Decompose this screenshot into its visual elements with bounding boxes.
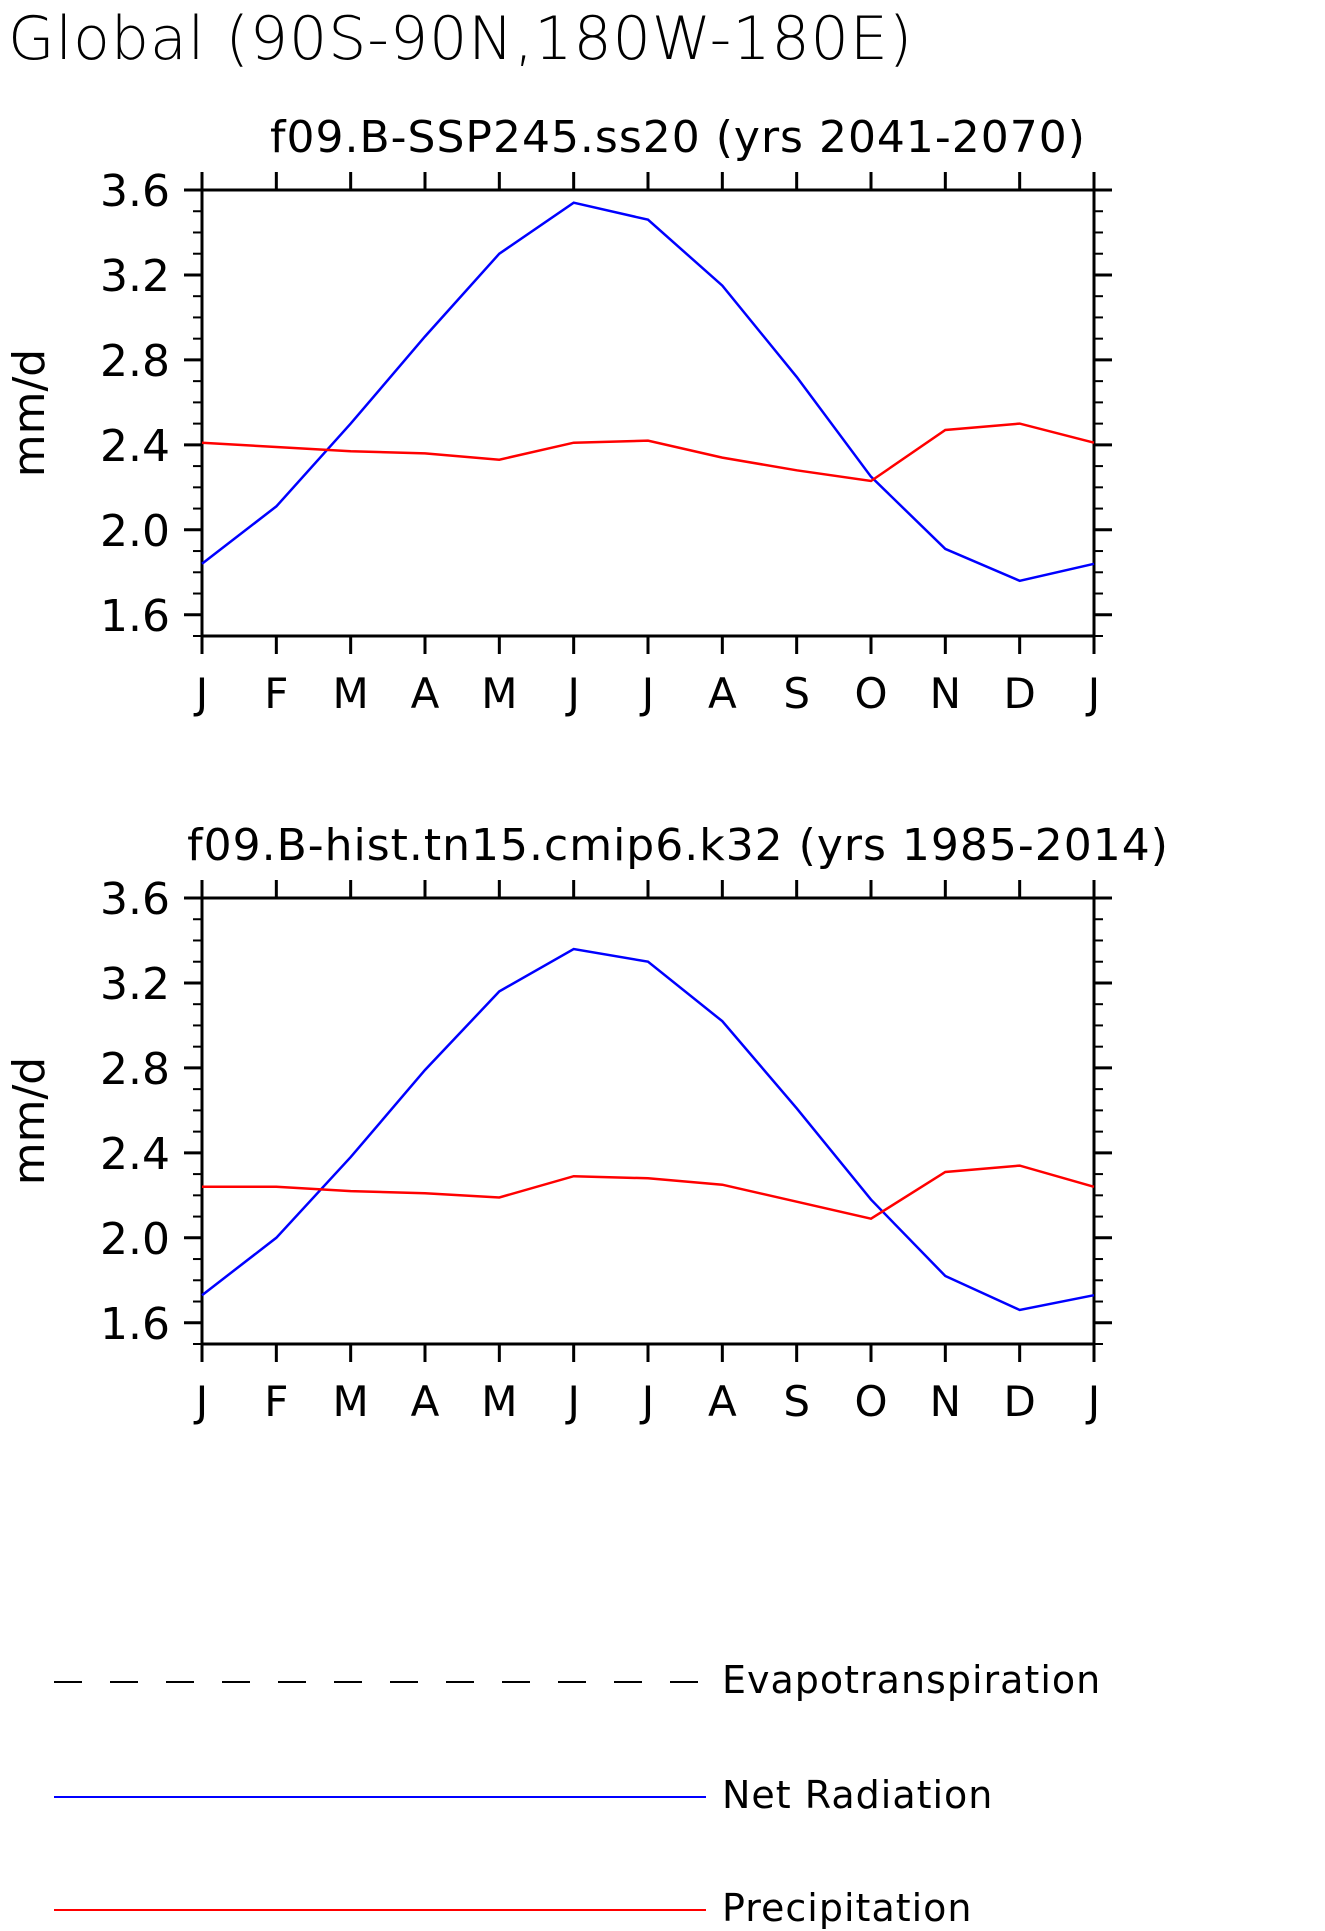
chart1-ylabel: mm/d	[4, 349, 55, 477]
chart1-ytick-label: 2.0	[100, 506, 170, 557]
chart1-xtick-label: N	[930, 669, 961, 718]
chart2-ylabel: mm/d	[4, 1057, 55, 1185]
chart1-frame	[200, 188, 1096, 638]
chart2-xtick-label: O	[854, 1377, 887, 1426]
chart2-xtick-label: J	[193, 1377, 208, 1426]
chart2-title: f09.B-hist.tn15.cmip6.k32 (yrs 1985-2014…	[187, 820, 1169, 871]
legend-label-evapotranspiration: Evapotranspiration	[722, 1658, 1102, 1702]
chart1-xtick-label: A	[411, 669, 440, 718]
chart2-ytick-label: 2.0	[100, 1214, 170, 1265]
chart2-xtick-label: M	[481, 1377, 517, 1426]
legend-label-precipitation: Precipitation	[722, 1886, 973, 1930]
chart1-ytick-label: 2.8	[100, 336, 170, 387]
chart1-xtick-label: F	[264, 669, 288, 718]
chart2-series-precipitation	[202, 1164, 1095, 1221]
chart1-ytick-label: 2.4	[100, 421, 170, 472]
chart2-xtick-label: J	[639, 1377, 654, 1426]
legend-label-net-radiation: Net Radiation	[722, 1773, 994, 1817]
chart2-xtick-label: M	[333, 1377, 369, 1426]
chart1-series-net-radiation	[201, 201, 1095, 583]
page-title: Global (90S-90N,180W-180E)	[8, 4, 914, 74]
chart1-xtick-label: D	[1003, 669, 1035, 718]
chart2-ytick-label: 2.8	[100, 1044, 170, 1095]
chart1-xtick-label: J	[564, 669, 579, 718]
chart2-ytick-label: 3.6	[100, 874, 170, 925]
chart1-xtick-label: M	[333, 669, 369, 718]
chart2-ytick-label: 3.2	[100, 959, 170, 1010]
chart1-xtick-label: A	[708, 669, 737, 718]
chart1-xtick-label: J	[1085, 669, 1100, 718]
chart2-frame	[200, 896, 1096, 1346]
chart2-xtick-label: J	[1085, 1377, 1100, 1426]
chart1-ytick-label: 1.6	[100, 591, 170, 642]
chart2-ytick-label: 1.6	[100, 1299, 170, 1350]
chart1-xtick-label: M	[481, 669, 517, 718]
chart1-xtick-label: O	[854, 669, 887, 718]
chart2-xtick-label: A	[411, 1377, 440, 1426]
chart1-xtick-label: J	[639, 669, 654, 718]
chart2-xtick-label: A	[708, 1377, 737, 1426]
chart2-xtick-label: D	[1003, 1377, 1035, 1426]
chart2-xtick-label: S	[783, 1377, 810, 1426]
chart1-title: f09.B-SSP245.ss20 (yrs 2041-2070)	[270, 112, 1086, 163]
chart2-xtick-label: F	[264, 1377, 288, 1426]
chart1-series-precipitation	[201, 422, 1095, 483]
chart2-xtick-label: N	[930, 1377, 961, 1426]
chart1-ytick-label: 3.2	[100, 251, 170, 302]
chart2-series-net-radiation	[201, 947, 1095, 1312]
chart1-xtick-label: J	[193, 669, 208, 718]
chart1-xtick-label: S	[783, 669, 810, 718]
chart2-xtick-label: J	[564, 1377, 579, 1426]
chart1-ytick-label: 3.6	[100, 166, 170, 217]
chart2-ytick-label: 2.4	[100, 1129, 170, 1180]
